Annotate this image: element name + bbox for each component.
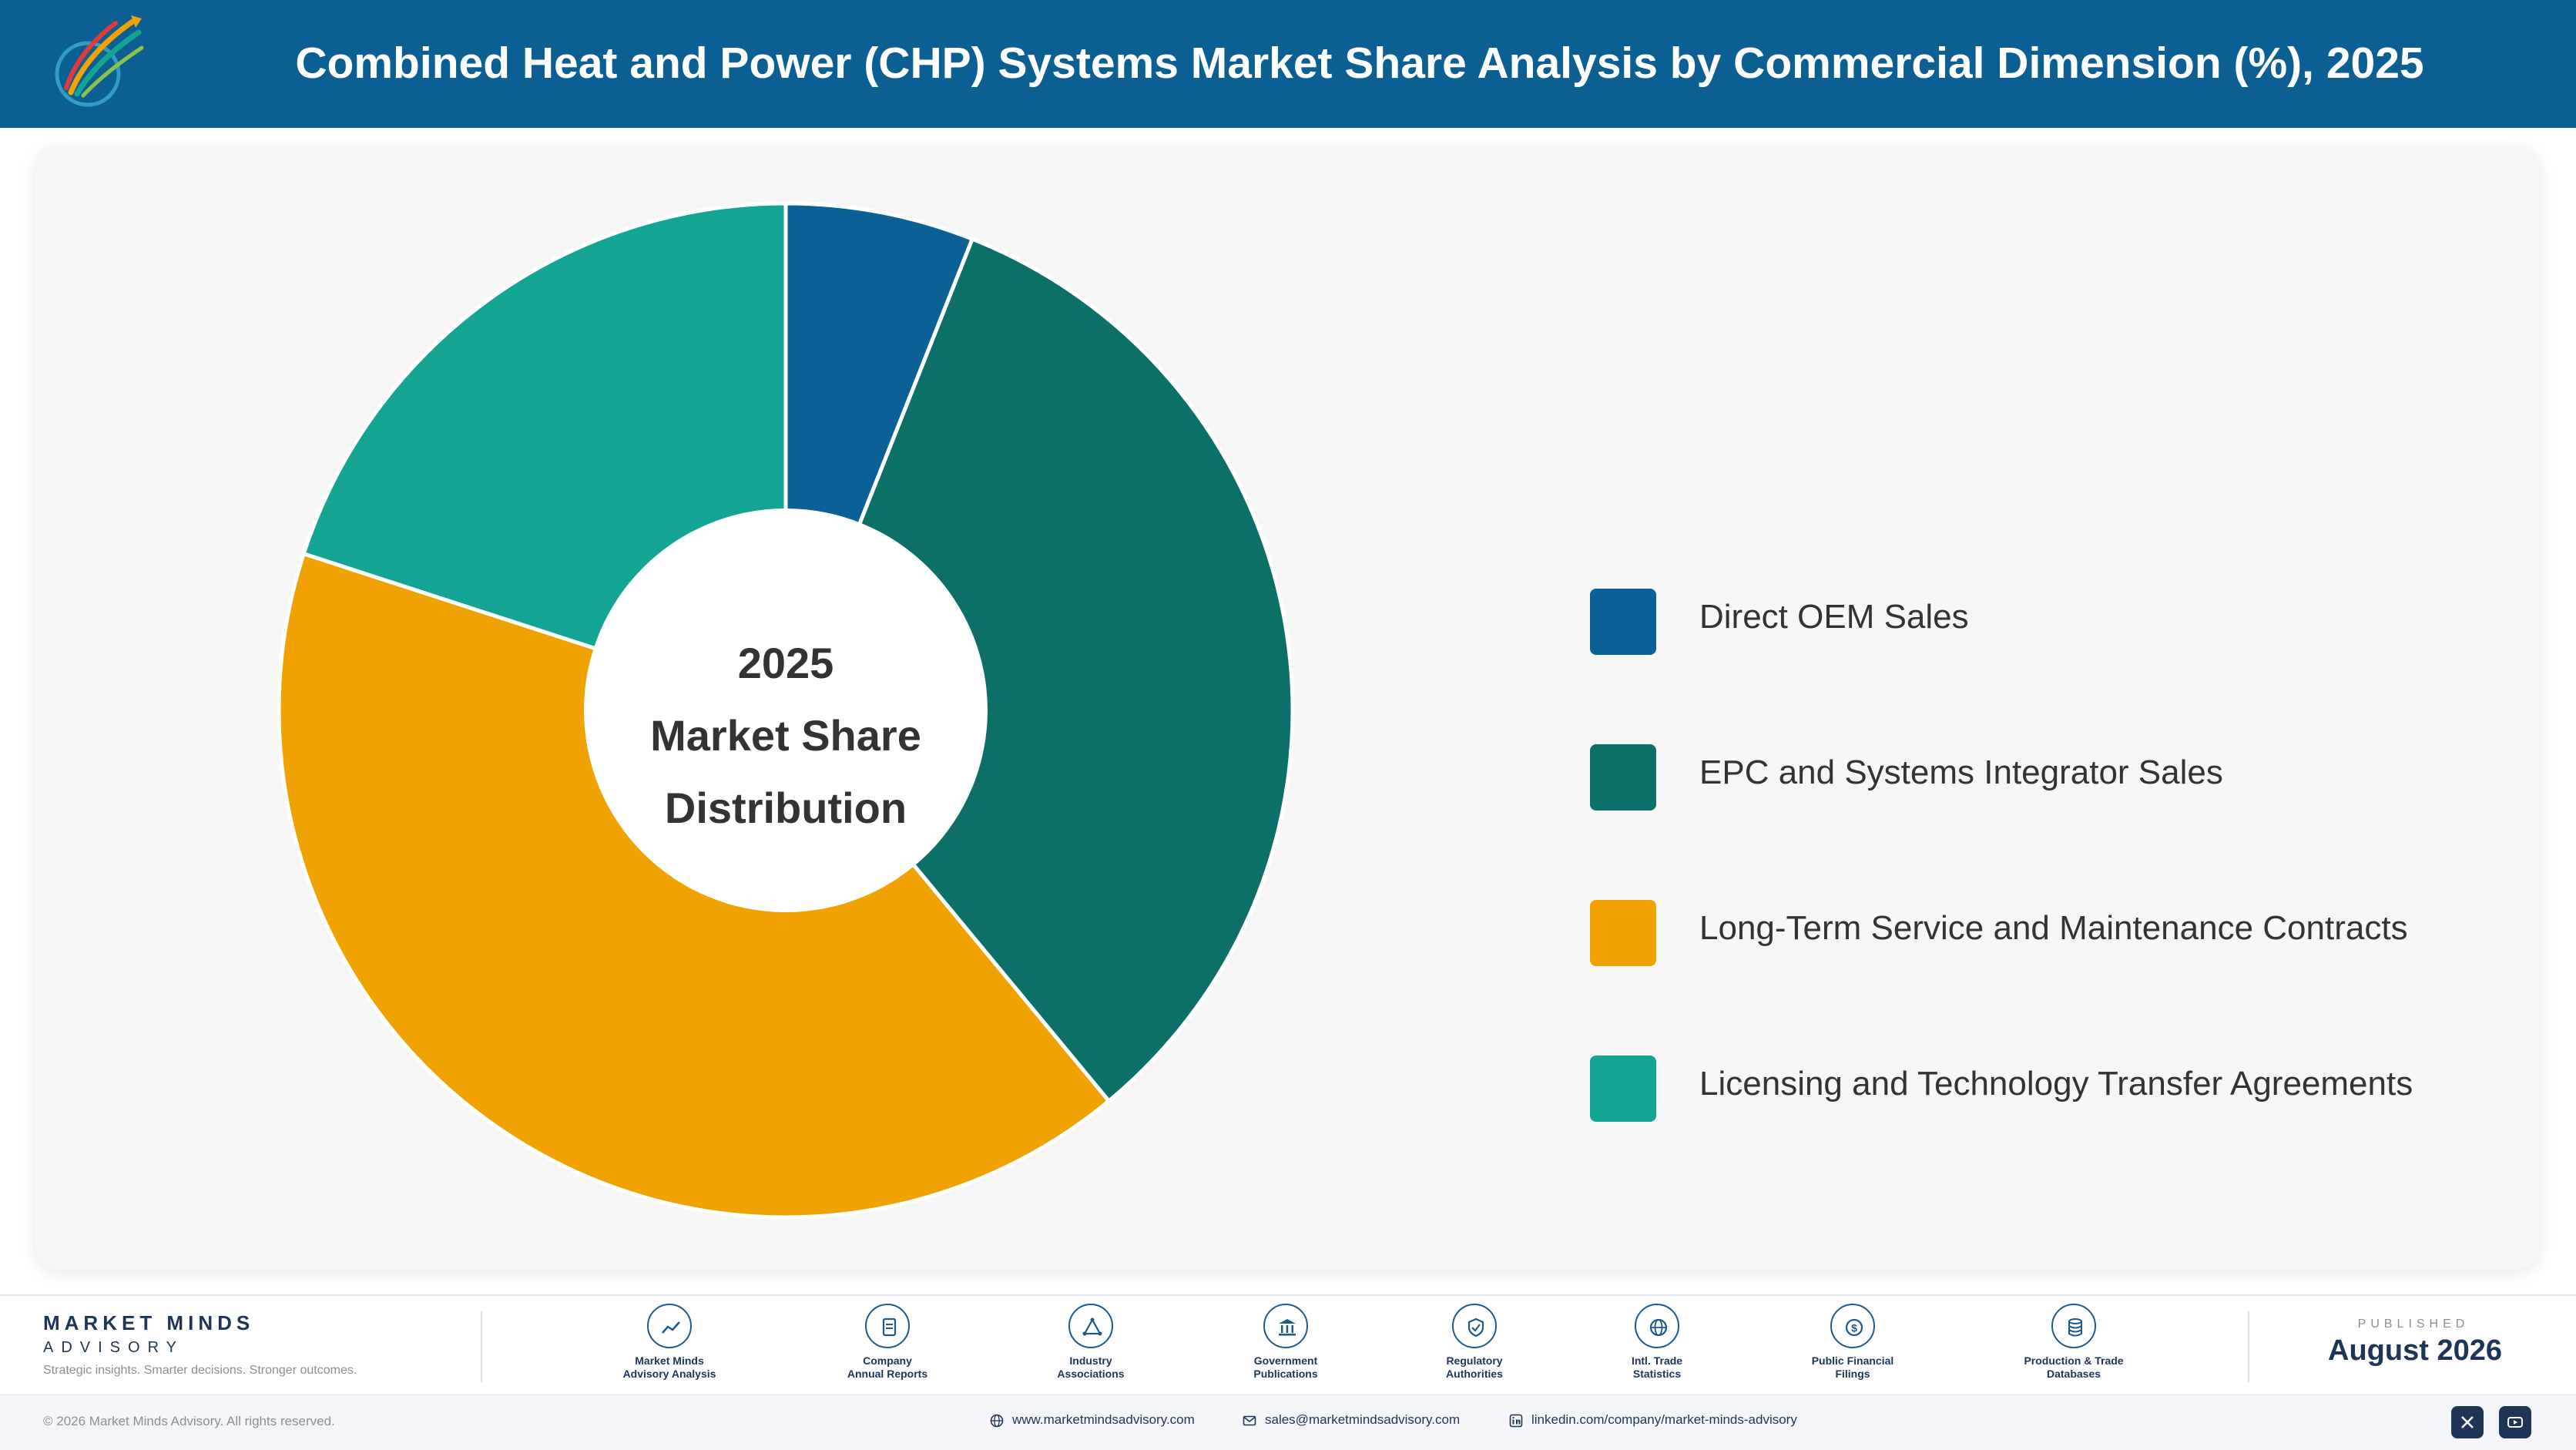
shield-check-icon	[1452, 1304, 1497, 1348]
legend-item-service-contracts[interactable]: Long-Term Service and Maintenance Contra…	[1590, 900, 2553, 969]
center-text-line-2: Market Share	[650, 711, 921, 760]
chart-panel: 2025 Market Share Distribution Direct OE…	[35, 146, 2539, 1270]
source-label: Industry Associations	[1057, 1354, 1125, 1380]
email-text: sales@marketmindsadvisory.com	[1265, 1412, 1461, 1427]
legend-swatch	[1590, 900, 1656, 966]
website-link[interactable]: www.marketmindsadvisory.com	[989, 1412, 1195, 1428]
donut-chart: 2025 Market Share Distribution	[277, 201, 1295, 1220]
youtube-icon[interactable]	[2499, 1406, 2531, 1438]
copyright-text: © 2026 Market Minds Advisory. All rights…	[43, 1414, 335, 1428]
legend-swatch	[1590, 589, 1656, 655]
legend-label: EPC and Systems Integrator Sales	[1699, 754, 2223, 791]
legend-swatch	[1590, 1056, 1656, 1122]
source-label: Intl. Trade Statistics	[1631, 1354, 1683, 1380]
legend-item-direct-oem[interactable]: Direct OEM Sales	[1590, 589, 2553, 658]
published-date: August 2026	[2328, 1334, 2502, 1367]
dollar-coin-icon: $	[1830, 1304, 1875, 1348]
mail-icon	[1243, 1415, 1256, 1425]
published-label: PUBLISHED	[2357, 1317, 2470, 1331]
legend-label: Licensing and Technology Transfer Agreem…	[1699, 1065, 2413, 1103]
center-text-line-3: Distribution	[665, 784, 907, 832]
header-bar: Combined Heat and Power (CHP) Systems Ma…	[0, 0, 2576, 128]
source-industry-associations[interactable]: Industry Associations	[1006, 1304, 1176, 1381]
brand-name: MARKET MINDS	[43, 1311, 255, 1334]
globe-icon	[990, 1414, 1004, 1427]
government-building-icon	[1263, 1304, 1308, 1348]
website-text: www.marketmindsadvisory.com	[1012, 1412, 1195, 1427]
divider	[2248, 1311, 2249, 1382]
legend-item-epc[interactable]: EPC and Systems Integrator Sales	[1590, 744, 2553, 814]
linkedin-text: linkedin.com/company/market-minds-adviso…	[1531, 1412, 1797, 1427]
donut-center	[584, 509, 988, 912]
page-title: Combined Heat and Power (CHP) Systems Ma…	[295, 39, 2424, 88]
source-label: Production & Trade Databases	[2024, 1354, 2124, 1380]
market-minds-logo-icon[interactable]	[40, 8, 156, 123]
donut-slice-2[interactable]	[783, 237, 1295, 1103]
source-regulatory-authorities[interactable]: Regulatory Authorities	[1390, 1304, 1559, 1381]
source-financial-filings[interactable]: $ Public Financial Filings	[1768, 1304, 1937, 1381]
footer: MARKET MINDS ADVISORY Strategic insights…	[0, 1294, 2576, 1395]
document-icon	[865, 1304, 910, 1348]
legend-label: Long-Term Service and Maintenance Contra…	[1699, 909, 2408, 947]
center-text-year: 2025	[738, 639, 834, 687]
x-icon[interactable]	[2451, 1406, 2484, 1438]
network-icon	[1068, 1304, 1113, 1348]
svg-text:$: $	[1851, 1322, 1857, 1334]
linkedin-link[interactable]: linkedin.com/company/market-minds-adviso…	[1508, 1412, 1797, 1428]
source-trade-statistics[interactable]: Intl. Trade Statistics	[1572, 1304, 1742, 1381]
legend-label: Direct OEM Sales	[1699, 598, 1969, 636]
source-label: Company Annual Reports	[847, 1354, 928, 1380]
source-label: Regulatory Authorities	[1446, 1354, 1503, 1380]
brand-subtitle: ADVISORY	[43, 1339, 184, 1356]
source-government-publications[interactable]: Government Publications	[1201, 1304, 1370, 1381]
source-label: Government Publications	[1253, 1354, 1318, 1380]
divider	[481, 1311, 482, 1382]
brand-tagline: Strategic insights. Smarter decisions. S…	[43, 1364, 357, 1377]
legend-swatch	[1590, 744, 1656, 811]
legend-item-licensing[interactable]: Licensing and Technology Transfer Agreem…	[1590, 1056, 2553, 1125]
trend-line-icon	[647, 1304, 692, 1348]
source-label: Market Minds Advisory Analysis	[622, 1354, 716, 1380]
linkedin-icon	[1509, 1414, 1523, 1427]
bottom-bar: © 2026 Market Minds Advisory. All rights…	[0, 1395, 2576, 1450]
source-production-databases[interactable]: Production & Trade Databases	[1989, 1304, 2158, 1381]
source-market-minds-analysis[interactable]: Market Minds Advisory Analysis	[585, 1304, 754, 1381]
source-label: Public Financial Filings	[1811, 1354, 1894, 1380]
database-icon	[2051, 1304, 2096, 1348]
email-link[interactable]: sales@marketmindsadvisory.com	[1242, 1412, 1460, 1428]
source-company-reports[interactable]: Company Annual Reports	[803, 1304, 972, 1381]
globe-icon	[1635, 1304, 1679, 1348]
